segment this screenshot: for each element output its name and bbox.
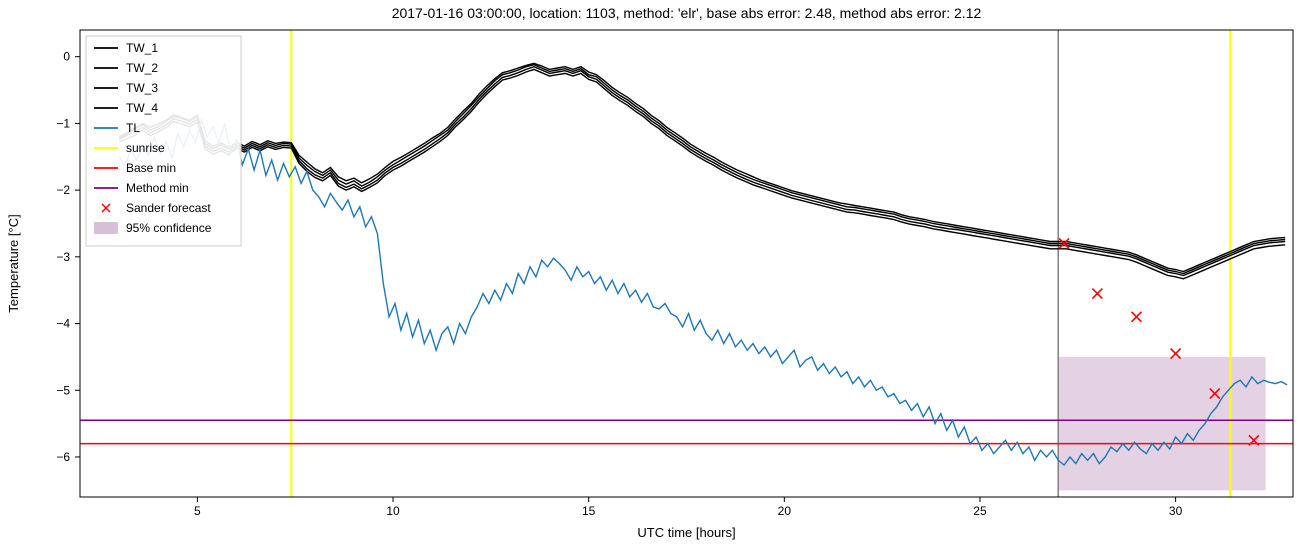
y-tick-label: −4 bbox=[56, 317, 70, 331]
legend-label: TW_2 bbox=[126, 61, 158, 75]
x-tick-label: 25 bbox=[973, 504, 987, 518]
y-axis-label: Temperature [°C] bbox=[6, 214, 21, 312]
y-tick-label: −1 bbox=[56, 116, 70, 130]
x-tick-label: 5 bbox=[194, 504, 201, 518]
y-tick-label: 0 bbox=[63, 50, 70, 64]
y-tick-label: −3 bbox=[56, 250, 70, 264]
legend-label: TW_3 bbox=[126, 81, 158, 95]
confidence-region bbox=[1058, 357, 1265, 490]
legend-label: TW_1 bbox=[126, 41, 158, 55]
legend-label: sunrise bbox=[126, 141, 165, 155]
chart-title: 2017-01-16 03:00:00, location: 1103, met… bbox=[392, 5, 982, 21]
legend-label: Method min bbox=[126, 181, 189, 195]
chart-svg: 2017-01-16 03:00:00, location: 1103, met… bbox=[0, 0, 1313, 547]
legend-label: Sander forecast bbox=[126, 201, 211, 215]
legend-patch-icon bbox=[94, 222, 118, 234]
y-tick-label: −2 bbox=[56, 183, 70, 197]
y-tick-label: −6 bbox=[56, 450, 70, 464]
x-tick-label: 15 bbox=[582, 504, 596, 518]
chart-container: 2017-01-16 03:00:00, location: 1103, met… bbox=[0, 0, 1313, 547]
x-axis-label: UTC time [hours] bbox=[637, 525, 735, 540]
legend: TW_1 TW_2 TW_3 TW_4 TL sunrise Base min Method … bbox=[86, 36, 241, 246]
legend-label: TL bbox=[126, 121, 140, 135]
x-tick-label: 30 bbox=[1169, 504, 1183, 518]
y-tick-label: −5 bbox=[56, 383, 70, 397]
legend-label: TW_4 bbox=[126, 101, 158, 115]
x-tick-label: 20 bbox=[778, 504, 792, 518]
legend-label: 95% confidence bbox=[126, 221, 212, 235]
x-tick-label: 10 bbox=[386, 504, 400, 518]
legend-label: Base min bbox=[126, 161, 176, 175]
